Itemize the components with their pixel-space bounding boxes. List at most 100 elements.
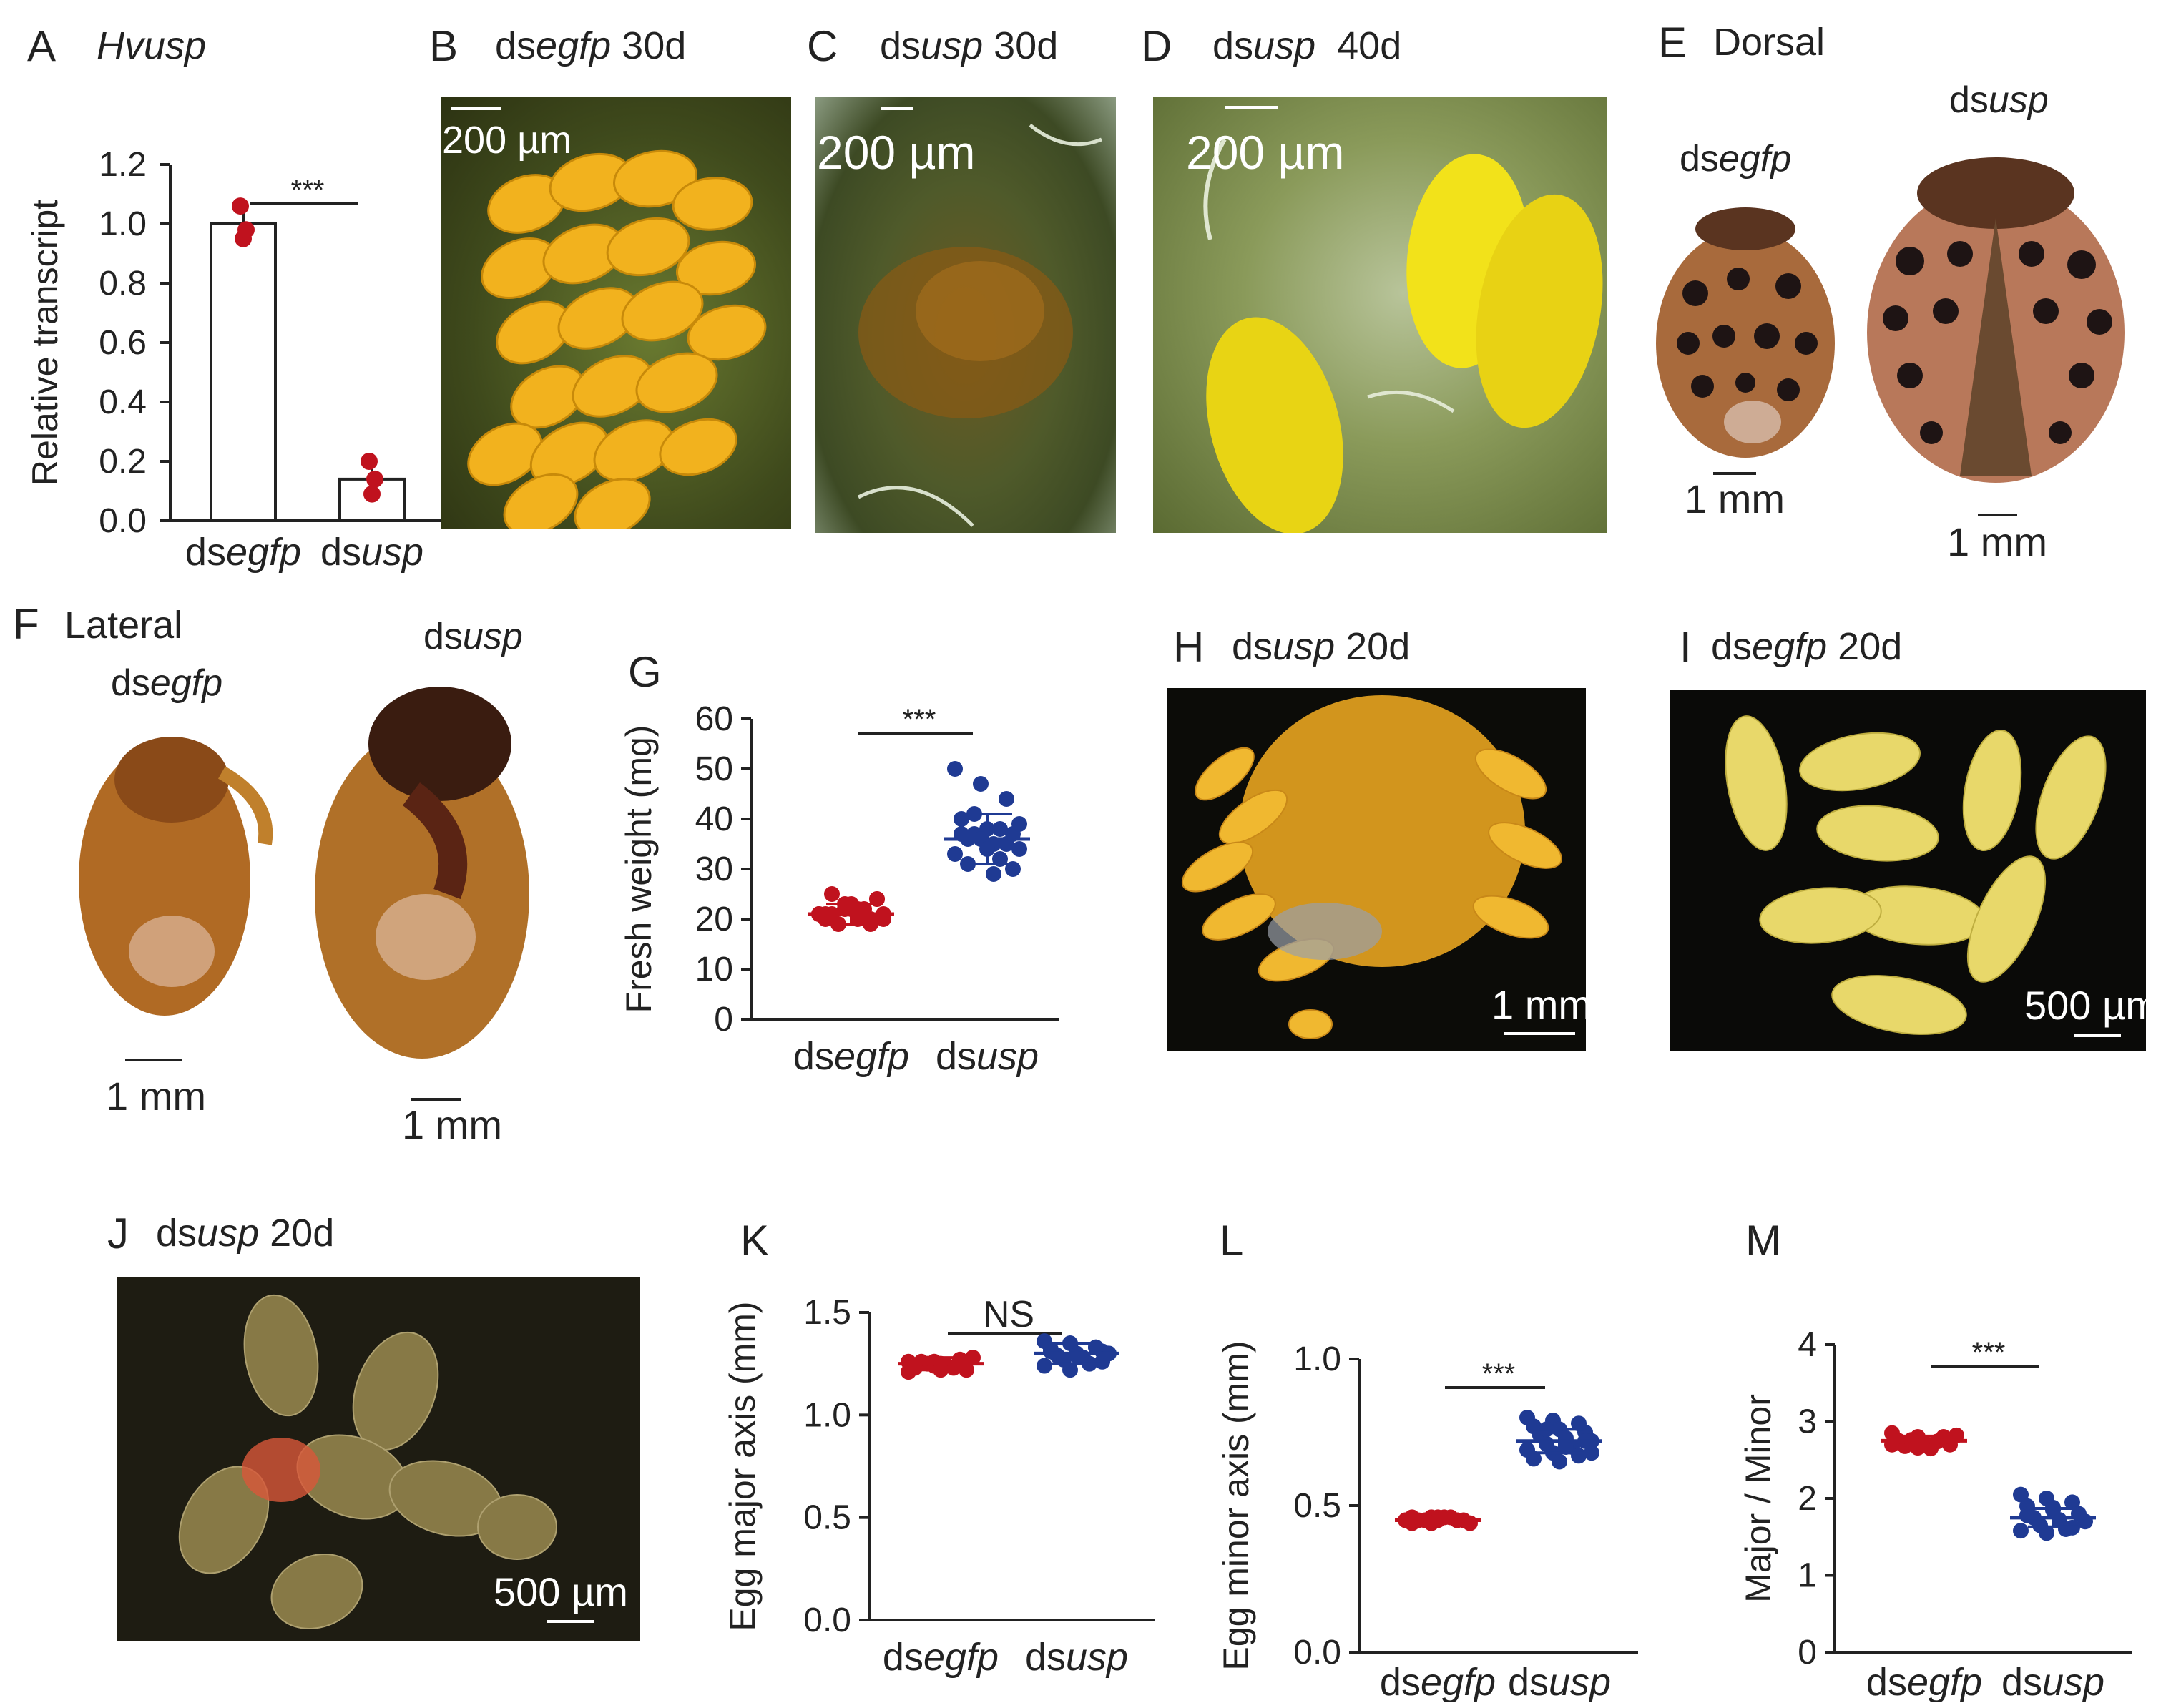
label-f-dsusp: dsusp (423, 616, 523, 657)
y-axis-label: Egg minor axis (mm) (1216, 1340, 1256, 1670)
category-label: dsusp (1025, 1636, 1128, 1679)
eggs-illustration-d (1203, 138, 1603, 533)
scale-text-b: 200 µm (442, 119, 572, 162)
scale-bar-f-left (125, 1059, 182, 1061)
y-tick-label: 3 (1798, 1403, 1817, 1441)
data-point (992, 821, 1008, 837)
panel-title-a: Hvusp (97, 24, 207, 67)
data-point (363, 485, 381, 503)
y-tick-label: 1.5 (803, 1294, 851, 1332)
y-tick-label: 30 (695, 850, 733, 888)
data-point (973, 776, 989, 792)
scale-text-d: 200 µm (1186, 126, 1345, 179)
y-tick-label: 0.6 (99, 324, 147, 362)
chart-m: 0 1 2 3 4 Major / Minor dsegfp dsusp *** (1738, 1326, 2132, 1702)
photo-i-eggs (1670, 690, 2146, 1051)
scale-text-j: 500 µm (494, 1569, 628, 1614)
data-point (237, 221, 255, 239)
data-point (366, 470, 383, 488)
panel-label-k: K (740, 1217, 770, 1265)
panel-label-d: D (1141, 22, 1172, 70)
photo-b-egg-cluster (441, 97, 791, 529)
panel-title-b: dsegfp 30d (495, 24, 687, 67)
data-point (947, 846, 963, 862)
y-tick-label: 0.0 (803, 1601, 851, 1639)
photo-j-eggs (117, 1277, 640, 1641)
category-label: dsusp (936, 1035, 1039, 1078)
label-f-dsegfp: dsegfp (111, 662, 223, 704)
data-point (1558, 1439, 1574, 1455)
panel-label-m: M (1745, 1217, 1781, 1265)
panel-label-g: G (628, 648, 662, 696)
scale-bar-e-left (1713, 472, 1756, 475)
data-point (2013, 1523, 2029, 1539)
significance-label: NS (983, 1294, 1034, 1335)
y-tick-label: 0 (1798, 1634, 1817, 1672)
data-point (824, 886, 840, 902)
y-tick-label: 1.0 (1293, 1340, 1341, 1378)
y-tick-label: 4 (1798, 1326, 1817, 1364)
y-tick-label: 1.2 (99, 146, 147, 184)
data-point (1043, 1343, 1059, 1360)
beetle-dorsal-dsegfp (1656, 207, 1835, 458)
panel-title-i: dsegfp 20d (1711, 625, 1903, 668)
y-tick-label: 1.0 (803, 1396, 851, 1434)
y-tick-label: 60 (695, 700, 733, 738)
eggs-illustration-h (1181, 695, 1562, 1039)
collapsed-egg-illustration (857, 124, 1102, 527)
data-point (947, 761, 963, 777)
photo-c-collapsed-eggs (815, 97, 1116, 533)
panel-label-f: F (13, 600, 39, 648)
data-point (1037, 1358, 1052, 1374)
data-point (1584, 1445, 1599, 1461)
bar (210, 222, 277, 522)
panel-title-d: dsusp 40d (1212, 24, 1402, 67)
category-label: dsusp (1508, 1661, 1611, 1702)
y-tick-label: 0.0 (99, 502, 147, 540)
y-tick-label: 2 (1798, 1480, 1817, 1518)
y-tick-label: 0.5 (1293, 1487, 1341, 1525)
scale-bar-i (2074, 1034, 2121, 1037)
y-axis-label: Egg major axis (mm) (722, 1301, 763, 1631)
scale-text-e-left: 1 mm (1685, 476, 1785, 521)
data-point (232, 197, 249, 215)
category-label: dsegfp (883, 1636, 999, 1679)
data-point (1526, 1451, 1542, 1467)
panel-label-e: E (1658, 19, 1687, 67)
y-tick-label: 50 (695, 750, 733, 788)
data-point (1011, 841, 1027, 857)
category-label: dsegfp (185, 531, 301, 574)
y-axis-label: Major / Minor (1738, 1394, 1778, 1603)
category-label: dsusp (2001, 1661, 2104, 1702)
data-point (999, 791, 1014, 807)
y-tick-label: 1.0 (99, 205, 147, 243)
y-tick-label: 1 (1798, 1557, 1817, 1595)
data-point (1910, 1440, 1926, 1456)
scale-bar-f-right (411, 1098, 461, 1101)
significance-label: *** (1972, 1337, 2006, 1368)
y-axis-label: Fresh weight (mg) (619, 725, 659, 1013)
chart-l: 0.0 0.5 1.0 Egg minor axis (mm) dsegfp dsusp *… (1216, 1340, 1638, 1702)
scale-text-h: 1 mm (1491, 982, 1592, 1027)
scale-text-c: 200 µm (817, 126, 976, 179)
panel-title-e: Dorsal (1713, 21, 1825, 64)
y-tick-label: 0.8 (99, 265, 147, 303)
panel-title-j: dsusp 20d (156, 1212, 335, 1255)
panel-label-h: H (1173, 623, 1205, 671)
beetle-lateral-dsegfp (79, 737, 273, 1016)
egg-cluster-illustration (467, 149, 767, 529)
data-point (2039, 1525, 2054, 1541)
chart-a: 0.0 0.2 0.4 0.6 0.8 1.0 1.2 Relative transcript… (25, 146, 443, 574)
panel-title-h: dsusp 20d (1232, 625, 1411, 668)
eggs-illustration-i (1725, 715, 2107, 1035)
category-label: dsusp (320, 531, 423, 574)
scale-bar-c (881, 107, 913, 110)
beetle-lateral-dsusp (315, 687, 529, 1059)
beetle-dorsal-dsusp (1867, 157, 2125, 483)
chart-g: 0 10 20 30 40 50 60 Fresh weight (mg) dsegfp dsus… (619, 700, 1059, 1078)
scale-bar-d (1225, 106, 1278, 109)
data-point (986, 866, 1001, 882)
y-tick-label: 0.0 (1293, 1634, 1341, 1672)
data-point (1552, 1453, 1567, 1470)
y-tick-label: 0 (714, 1001, 733, 1039)
